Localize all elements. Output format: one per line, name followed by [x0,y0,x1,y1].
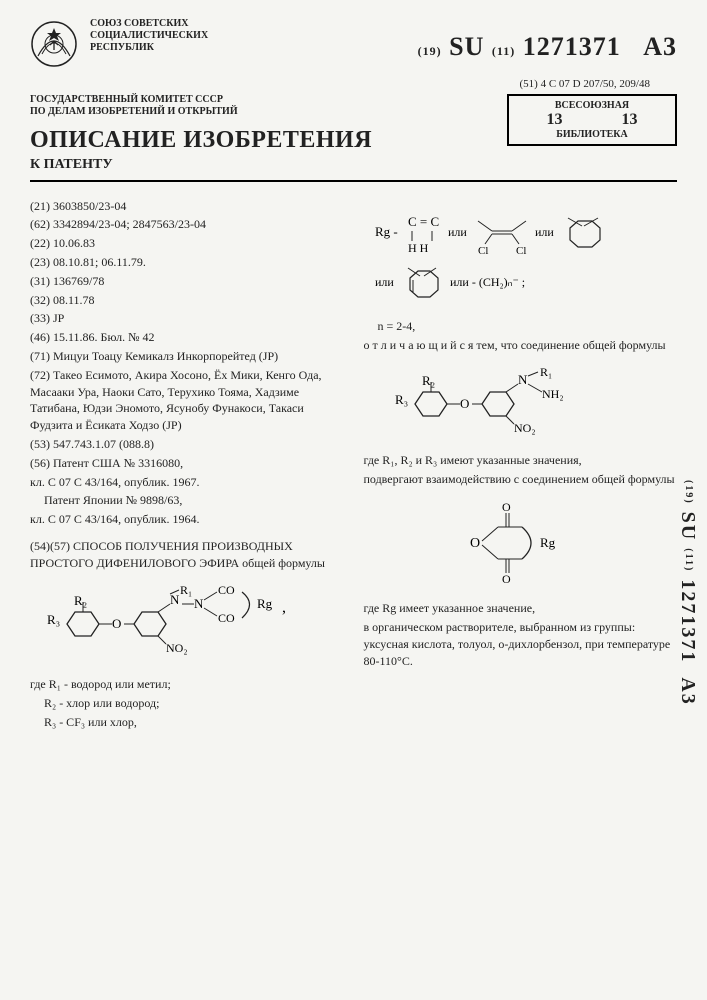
solvent-text: в органическом растворителе, выбранном и… [364,619,678,669]
svg-text:NO₂: NO₂ [514,421,536,435]
ussr-emblem-icon [30,18,78,70]
svg-text:R₂: R₂ [422,373,435,388]
svg-text:R₁: R₁ [180,583,192,597]
svg-text:или: или [448,225,467,239]
svg-text:CO: CO [218,583,235,597]
field-71: (71) Мицуи Тоацу Кемикалз Инкорпорейтед … [30,348,344,365]
committee-row: ГОСУДАРСТВЕННЫЙ КОМИТЕТ СССР ПО ДЕЛАМ ИЗ… [0,94,707,174]
field-56: (56) Патент США № 3316080, [30,455,344,472]
n-range: n = 2-4, [378,318,678,335]
svg-text:O: O [502,500,511,514]
svg-text:Cl: Cl [516,245,526,257]
sub-title: К ПАТЕНТУ [30,157,487,174]
field-53: (53) 547.743.1.07 (088.8) [30,436,344,453]
committee-text: ГОСУДАРСТВЕННЫЙ КОМИТЕТ СССР ПО ДЕЛАМ ИЗ… [30,94,487,174]
right-column: Rg - C = C H H или Cl Cl или или [364,198,678,731]
where-rg: где Rg имеет указанное значение, [364,600,678,617]
field-46: (46) 15.11.86. Бюл. № 42 [30,329,344,346]
field-21: (21) 3603850/23-04 [30,198,344,215]
svg-text:Rg: Rg [257,596,273,611]
where-rrr: где R₁, R₂ и R₃ имеют указанные значения… [364,452,678,469]
field-56c: Патент Японии № 9898/63, [44,492,344,509]
formula-3: O Rg O O [364,489,678,600]
field-62: (62) 3342894/23-04; 2847563/23-04 [30,216,344,233]
svg-text:R₃: R₃ [395,392,408,407]
svg-text:или: или [535,225,554,239]
formula-2: R₃ R₂ O N R₁ NH₂ NO₂ [364,356,678,452]
svg-text:O: O [502,572,511,586]
republic-line2: СОЦИАЛИСТИЧЕСКИХ [90,30,220,42]
distinct-text: о т л и ч а ю щ и й с я тем, что соедине… [364,337,678,354]
republic-line3: РЕСПУБЛИК [90,42,220,54]
svg-text:N: N [170,592,180,607]
svg-text:Rg: Rg [540,535,556,550]
republic-text: СОЮЗ СОВЕТСКИХ СОЦИАЛИСТИЧЕСКИХ РЕСПУБЛИ… [90,18,220,54]
document-number: (19) SU (11) 1271371 A3 [418,18,677,62]
svg-text:Rg -: Rg - [375,224,398,239]
svg-text:R₂: R₂ [74,593,87,608]
field-23: (23) 08.10.81; 06.11.79. [30,254,344,271]
svg-text:или - (CH₂)ₙ⁻ ;: или - (CH₂)ₙ⁻ ; [450,275,525,289]
svg-text:или: или [375,275,394,289]
field-22: (22) 10.06.83 [30,235,344,252]
svg-text:N: N [194,596,204,611]
where-r1: где R₁ - водород или метил; [30,676,344,693]
svg-text:O: O [112,616,121,631]
library-stamp: ВСЕСОЮЗНАЯ 13 13 БИБЛИОТЕКА [507,94,677,146]
classification-code: (51) 4 C 07 D 207/50, 209/48 [0,78,680,94]
rg-options: Rg - C = C H H или Cl Cl или или [364,198,678,319]
svg-text:NH₂: NH₂ [542,387,564,401]
divider [30,180,677,182]
field-56d: кл. C 07 C 43/164, опублик. 1964. [30,511,344,528]
field-54-57: (54)(57) СПОСОБ ПОЛУЧЕНИЯ ПРОИЗВОДНЫХ ПР… [30,538,344,572]
field-31: (31) 136769/78 [30,273,344,290]
side-marker: (19) SU (11) 1271371 A3 [676,480,699,706]
svg-text:C = C: C = C [408,214,439,229]
main-title: ОПИСАНИЕ ИЗОБРЕТЕНИЯ [30,126,487,155]
svg-text:N: N [518,372,528,387]
header-row: СОЮЗ СОВЕТСКИХ СОЦИАЛИСТИЧЕСКИХ РЕСПУБЛИ… [0,0,707,78]
svg-text:H H: H H [408,241,429,255]
body-columns: (21) 3603850/23-04 (62) 3342894/23-04; 2… [0,188,707,731]
svg-text:O: O [460,396,469,411]
svg-text:O: O [470,536,480,551]
svg-text:R₃: R₃ [47,612,60,627]
svg-text:NO₂: NO₂ [166,641,188,655]
svg-text:CO: CO [218,611,235,625]
left-column: (21) 3603850/23-04 (62) 3342894/23-04; 2… [30,198,344,731]
formula-main: R₃ R₂ O N R₁ N CO CO Rg , [30,574,344,675]
republic-line1: СОЮЗ СОВЕТСКИХ [90,18,220,30]
where-r3: R₃ - CF₃ или хлор, [44,714,344,731]
svg-text:R₁: R₁ [540,365,552,379]
field-72: (72) Такео Есимото, Акира Хосоно, Ёх Мик… [30,367,344,434]
field-32: (32) 08.11.78 [30,292,344,309]
svg-text:,: , [282,599,286,616]
subject-text: подвергают взаимодействию с соединением … [364,471,678,488]
field-33: (33) JP [30,310,344,327]
where-r2: R₂ - хлор или водород; [44,695,344,712]
svg-text:Cl: Cl [478,245,488,257]
field-56b: кл. C 07 C 43/164, опублик. 1967. [30,474,344,491]
